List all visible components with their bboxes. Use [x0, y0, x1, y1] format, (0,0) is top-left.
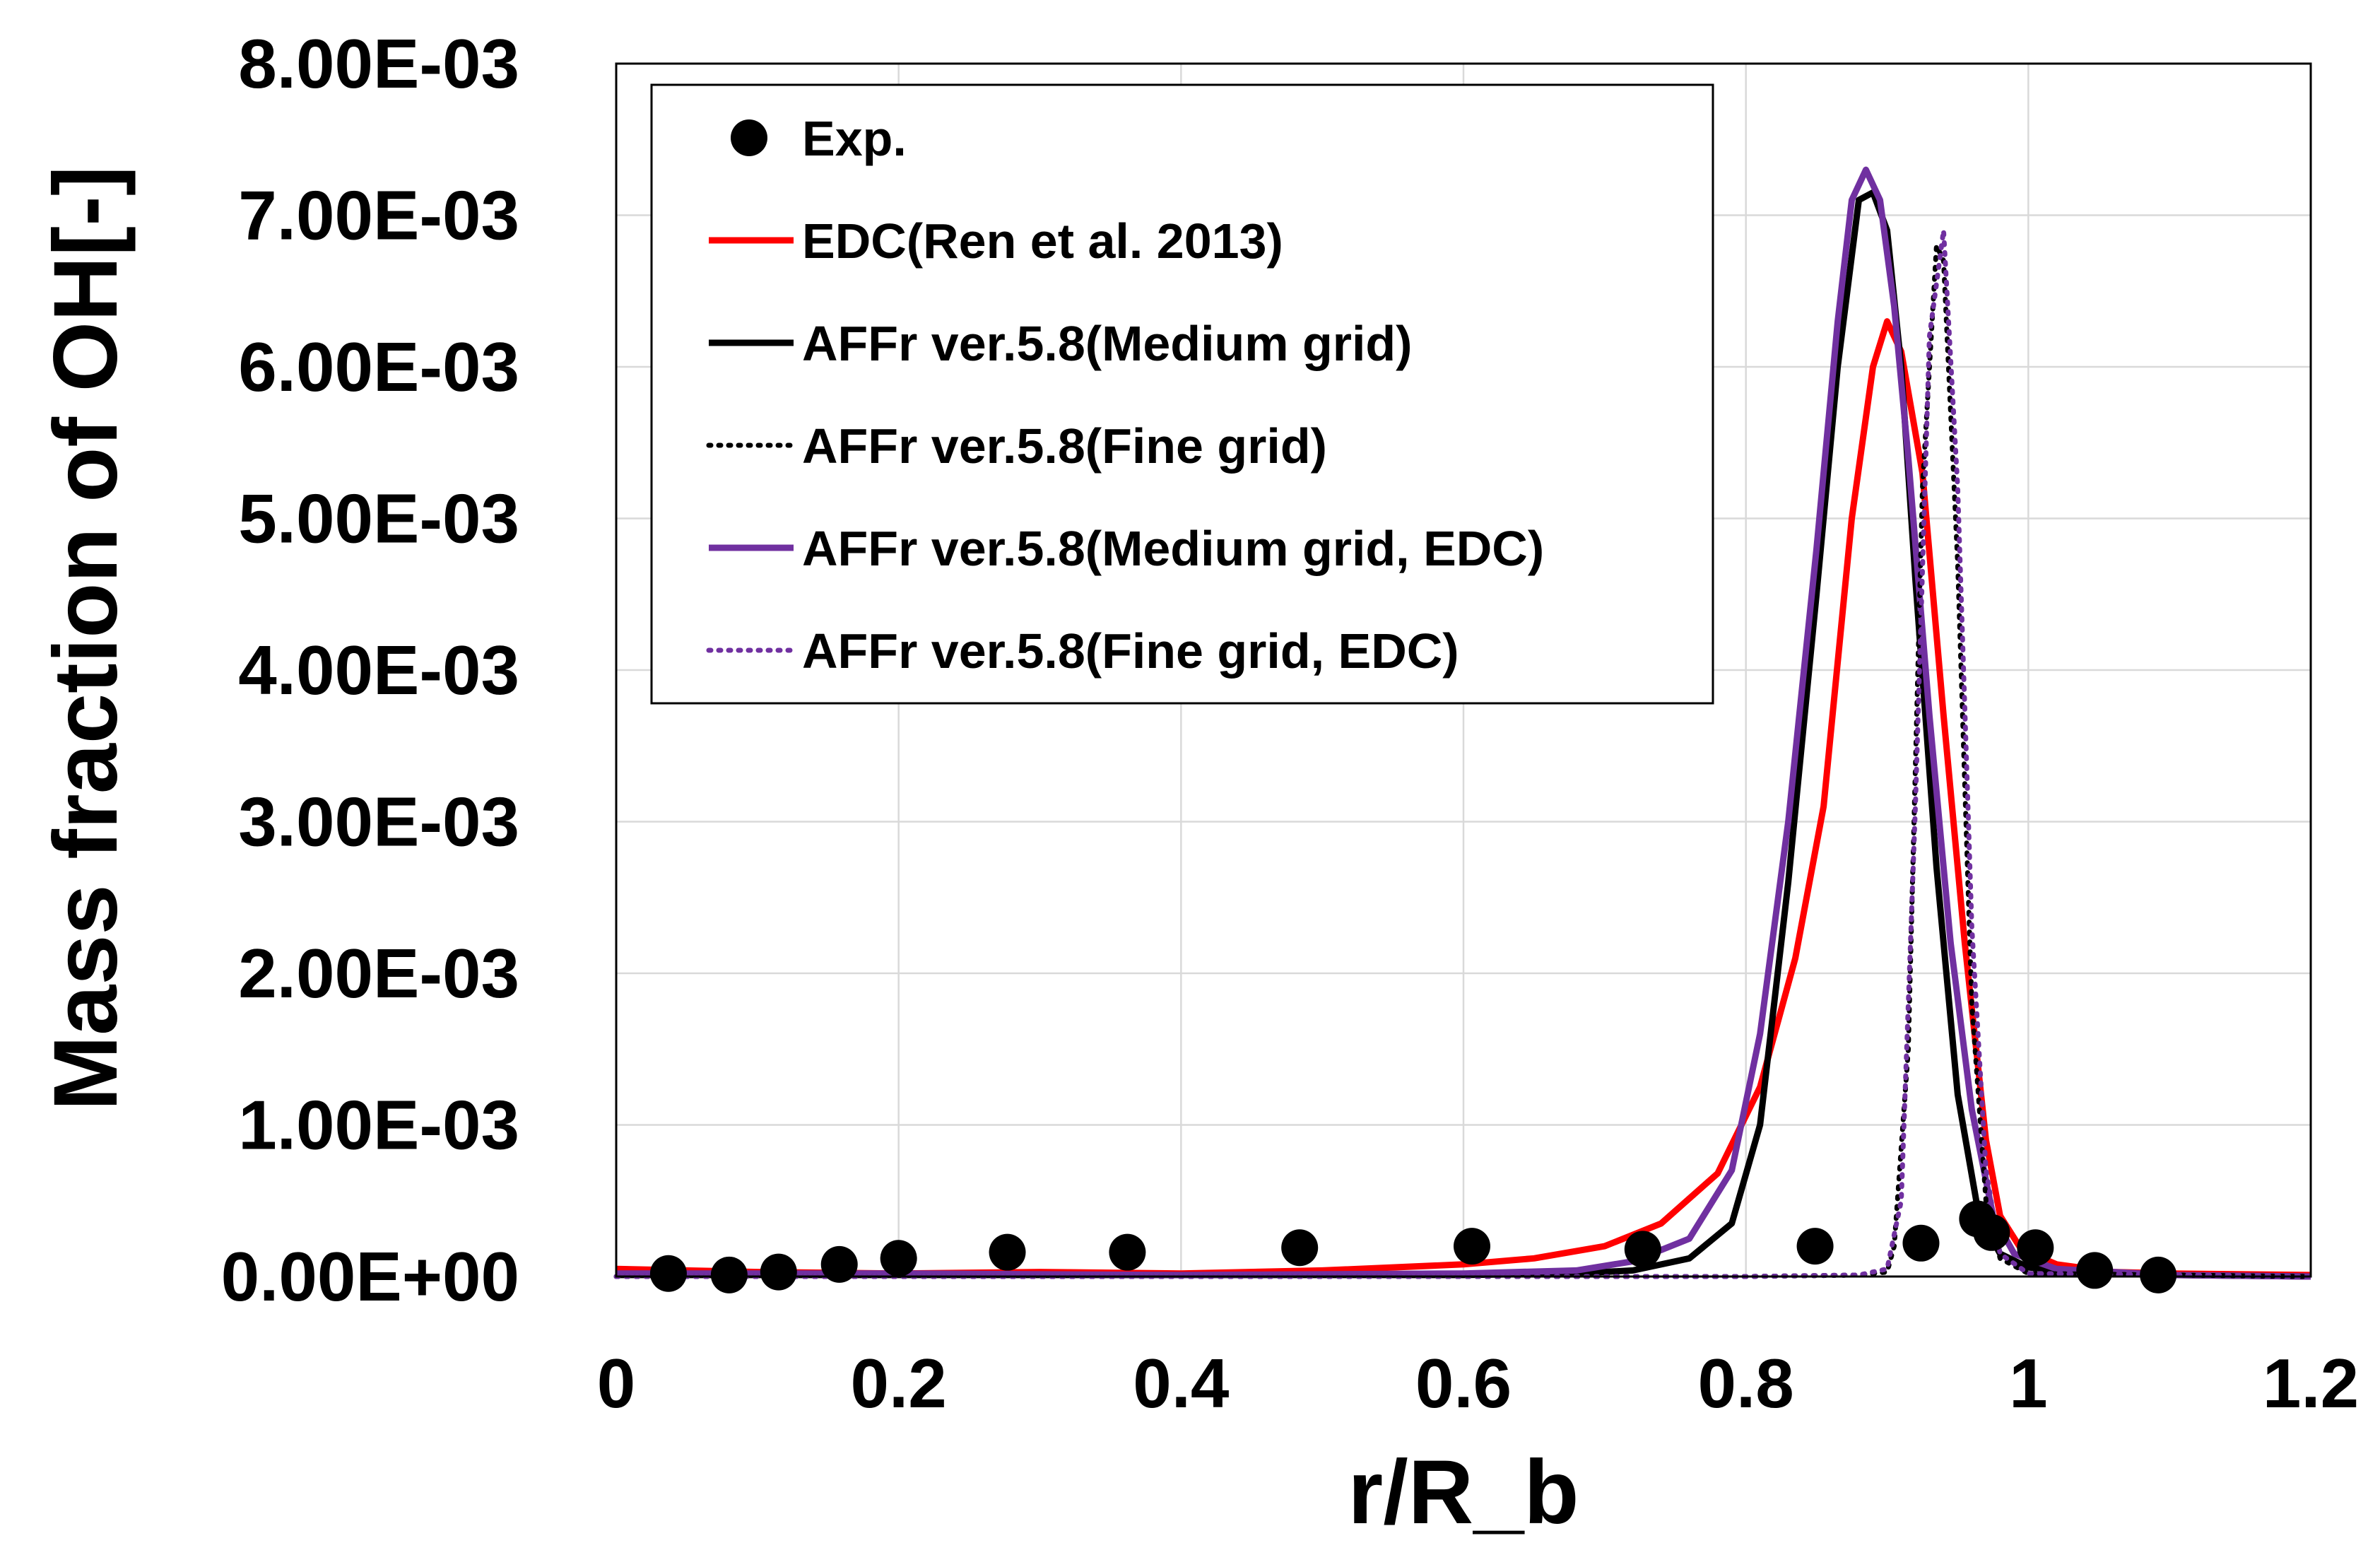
x-tick-label: 1	[2009, 1344, 2048, 1422]
data-point-exp	[1973, 1214, 2010, 1251]
y-axis-title: Mass fraction of OH[-]	[35, 166, 136, 1111]
data-point-exp	[760, 1253, 797, 1291]
data-point-exp	[1109, 1233, 1146, 1271]
data-point-exp	[1902, 1224, 1940, 1262]
y-tick-label: 8.00E-03	[238, 25, 519, 102]
legend-label-4: AFFr ver.5.8(Medium grid, EDC)	[802, 521, 1544, 576]
data-point-exp	[2140, 1256, 2177, 1293]
legend-box	[650, 83, 1714, 705]
y-tick-label: 1.00E-03	[238, 1086, 519, 1164]
plot-area-frame	[615, 62, 2312, 1278]
y-tick-label: 3.00E-03	[238, 783, 519, 861]
y-tick-label: 7.00E-03	[238, 177, 519, 254]
y-tick-label: 4.00E-03	[238, 631, 519, 709]
legend-label-2: AFFr ver.5.8(Medium grid)	[802, 316, 1412, 371]
y-tick-label: 6.00E-03	[238, 328, 519, 406]
data-point-exp	[649, 1255, 687, 1292]
x-tick-label: 0.2	[851, 1344, 947, 1422]
data-point-exp	[2076, 1252, 2114, 1289]
data-point-exp	[880, 1240, 917, 1277]
legend-label-3: AFFr ver.5.8(Fine grid)	[802, 418, 1327, 474]
legend-marker-exp	[731, 119, 767, 156]
legend-label-0: Exp.	[802, 111, 907, 166]
data-point-exp	[710, 1256, 748, 1293]
x-tick-label: 0.6	[1415, 1344, 1512, 1422]
data-point-exp	[820, 1245, 858, 1283]
data-point-exp	[2017, 1229, 2054, 1267]
data-point-exp	[1624, 1231, 1661, 1268]
series-exp-points	[649, 1200, 2177, 1293]
y-tick-labels: 0.00E+00 1.00E-03 2.00E-03 3.00E-03 4.00E-03…	[221, 25, 519, 1315]
legend-label-5: AFFr ver.5.8(Fine grid, EDC)	[802, 623, 1459, 679]
x-tick-label: 0.4	[1133, 1344, 1229, 1422]
data-point-exp	[1281, 1229, 1319, 1267]
legend: Exp. EDC(Ren et al. 2013) AFFr ver.5.8(Med…	[650, 83, 1714, 705]
y-tick-label: 5.00E-03	[238, 480, 519, 558]
x-tick-label: 1.2	[2263, 1344, 2359, 1422]
y-tick-label: 0.00E+00	[221, 1238, 519, 1315]
data-point-exp	[1796, 1228, 1834, 1265]
x-axis-title: r/R_b	[1348, 1442, 1579, 1543]
data-point-exp	[989, 1233, 1026, 1271]
legend-label-1: EDC(Ren et al. 2013)	[802, 213, 1283, 269]
data-point-exp	[1453, 1228, 1490, 1265]
x-tick-labels: 0 0.2 0.4 0.6 0.8 1 1.2	[597, 1344, 2359, 1422]
x-tick-label: 0.8	[1698, 1344, 1794, 1422]
x-tick-label: 0	[597, 1344, 636, 1422]
y-tick-label: 2.00E-03	[238, 934, 519, 1012]
